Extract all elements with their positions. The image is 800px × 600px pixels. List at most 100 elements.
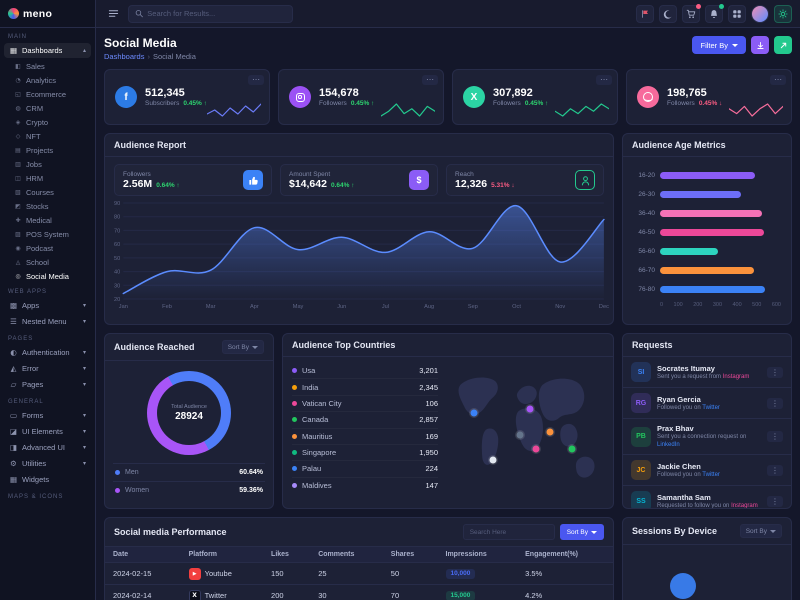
share-button[interactable]: [774, 36, 792, 54]
cell-shares: 70: [382, 584, 438, 600]
svg-text:80: 80: [114, 215, 120, 221]
theme-toggle-button[interactable]: [659, 4, 677, 23]
sidebar-item-social-media[interactable]: ◎ Social Media: [0, 269, 95, 283]
sidebar-item-pages[interactable]: ▱ Pages ▾: [4, 377, 91, 392]
export-button[interactable]: [751, 36, 769, 54]
menu-toggle-button[interactable]: [104, 5, 122, 23]
card-menu-button[interactable]: ⋯: [770, 75, 786, 85]
platform-cell: ▶ Youtube: [188, 567, 255, 580]
request-menu-button[interactable]: ⋮: [767, 495, 783, 507]
global-search[interactable]: [128, 4, 293, 23]
notifications-button[interactable]: [705, 3, 724, 23]
request-item-socrates-itumay: SI Socrates Itumay Sent you a request from…: [623, 357, 791, 387]
metric-line: $14,642 0.64% ↑: [289, 178, 354, 190]
sidebar-nav: MAIN ▦ Dashboards ▴ ◧ Sales ◔ Analytics ◱ Ecommer…: [0, 28, 95, 502]
sidebar-item-authentication[interactable]: ◐ Authentication ▾: [4, 345, 91, 360]
sidebar-section-maps-icons: MAPS & ICONS: [8, 494, 64, 500]
country-name: Mauritius: [302, 431, 333, 441]
sidebar-item-apps[interactable]: ▩ Apps ▾: [4, 298, 91, 313]
logo[interactable]: meno: [0, 0, 95, 28]
sidebar-item-medical[interactable]: ✚ Medical: [0, 213, 95, 227]
cart-icon: [686, 9, 696, 18]
sidebar-item-stocks[interactable]: ◩ Stocks: [0, 199, 95, 213]
audience-reached-sort-button[interactable]: Sort By: [221, 340, 264, 354]
sidebar-item-school[interactable]: ◬ School: [0, 255, 95, 269]
breadcrumb-root[interactable]: Dashboards: [104, 52, 145, 61]
column-platform: Platform: [180, 547, 264, 563]
sessions-sort-button[interactable]: Sort By: [739, 524, 782, 538]
request-text: Ryan Gercia Followed you on Twitter: [657, 395, 720, 412]
request-menu-button[interactable]: ⋮: [767, 366, 783, 378]
sidebar-item-utilities[interactable]: ⚙ Utilities ▾: [4, 456, 91, 471]
request-subtext: Sent you a connection request on LinkedI…: [657, 433, 761, 449]
request-platform-link[interactable]: Instagram: [731, 502, 758, 509]
sidebar-item-ui-elements[interactable]: ◪ UI Elements ▾: [4, 424, 91, 439]
sidebar-item-error[interactable]: ◭ Error ▾: [4, 361, 91, 376]
legend-percent: 60.64%: [239, 469, 263, 476]
sidebar-item-label: Dashboards: [22, 46, 63, 55]
performance-search-input[interactable]: [462, 524, 555, 540]
performance-table: Date Platform Likes Comments Shares Impressio…: [105, 547, 613, 600]
card-menu-button[interactable]: ⋯: [248, 75, 264, 85]
sidebar-item-jobs[interactable]: ▥ Jobs: [0, 157, 95, 171]
sidebar-item-label: Error: [22, 364, 39, 373]
sidebar-item-projects[interactable]: ▤ Projects: [0, 143, 95, 157]
audience-report-title: Audience Report: [114, 140, 187, 150]
sidebar-item-nested-menu[interactable]: ☰ Nested Menu ▾: [4, 314, 91, 329]
pos-system-icon: ▨: [15, 230, 21, 238]
card-menu-button[interactable]: ⋯: [422, 75, 438, 85]
age-track: [660, 172, 781, 179]
age-bar: [660, 229, 764, 236]
stat-value: 154,678: [319, 87, 359, 99]
sidebar-item-ecommerce[interactable]: ◱ Ecommerce: [0, 87, 95, 101]
facebook-icon: f: [115, 86, 137, 108]
sidebar-item-nft[interactable]: ◇ NFT: [0, 129, 95, 143]
svg-text:Nov: Nov: [555, 304, 565, 310]
request-platform-link[interactable]: Twitter: [702, 404, 720, 411]
request-menu-button[interactable]: ⋮: [767, 464, 783, 476]
request-platform-link[interactable]: Twitter: [702, 471, 720, 478]
cell-likes: 200: [263, 584, 311, 600]
sessions-bubble-chart: [623, 545, 791, 600]
language-flag-button[interactable]: [636, 4, 654, 23]
sidebar-item-dashboards[interactable]: ▦ Dashboards ▴: [4, 43, 91, 58]
request-menu-button[interactable]: ⋮: [767, 397, 783, 409]
search-input[interactable]: [147, 9, 286, 18]
map-dot-3: [526, 405, 534, 413]
sidebar-item-sales[interactable]: ◧ Sales: [0, 59, 95, 73]
country-dot: [292, 384, 297, 390]
sort-by-label: Sort By: [745, 527, 767, 535]
settings-button[interactable]: [774, 4, 792, 23]
user-avatar[interactable]: [751, 4, 769, 23]
sidebar-item-courses[interactable]: ▧ Courses: [0, 185, 95, 199]
stat-sparkline: [381, 103, 435, 117]
sidebar-item-analytics[interactable]: ◔ Analytics: [0, 73, 95, 87]
stat-text: 512,345 Subscribers 0.45% ↑: [145, 87, 207, 107]
filter-by-button[interactable]: Filter By: [692, 36, 746, 54]
column-engagement: Engagement(%): [517, 547, 613, 563]
sidebar-item-hrm[interactable]: ◫ HRM: [0, 171, 95, 185]
request-platform-link[interactable]: LinkedIn: [657, 442, 680, 448]
report-metric-tiles: Followers 2.56M 0.64% ↑ Amount Spent $14,642…: [105, 157, 613, 196]
country-name: Canada: [302, 415, 329, 425]
metric-tile-amount-spent: Amount Spent $14,642 0.64% ↑ $: [280, 164, 438, 196]
sidebar-item-widgets[interactable]: ▦ Widgets: [4, 472, 91, 487]
sidebar-item-pos-system[interactable]: ▨ POS System: [0, 227, 95, 241]
sidebar-item-crm[interactable]: ◍ CRM: [0, 101, 95, 115]
stat-text: 307,892 Followers 0.45% ↑: [493, 87, 548, 107]
sidebar-item-forms[interactable]: ▭ Forms ▾: [4, 408, 91, 423]
nft-icon: ◇: [15, 132, 21, 140]
request-menu-button[interactable]: ⋮: [767, 431, 783, 442]
audience-reached-title: Audience Reached: [114, 342, 195, 352]
request-platform-link[interactable]: Instagram: [722, 373, 750, 380]
age-label: 66-70: [638, 267, 655, 274]
apps-grid-button[interactable]: [728, 4, 746, 23]
table-row: 2024-02-15 ▶ Youtube 150 25 50 10,000 3.5%: [105, 562, 613, 585]
card-menu-button[interactable]: ⋯: [596, 75, 612, 85]
column-impressions: Impressions: [437, 547, 518, 563]
sidebar-item-crypto[interactable]: ◈ Crypto: [0, 115, 95, 129]
cart-button[interactable]: [682, 3, 701, 23]
sidebar-item-advanced-ui[interactable]: ◨ Advanced UI ▾: [4, 440, 91, 455]
sidebar-item-podcast[interactable]: ◉ Podcast: [0, 241, 95, 255]
performance-sort-button[interactable]: Sort By: [559, 524, 604, 540]
